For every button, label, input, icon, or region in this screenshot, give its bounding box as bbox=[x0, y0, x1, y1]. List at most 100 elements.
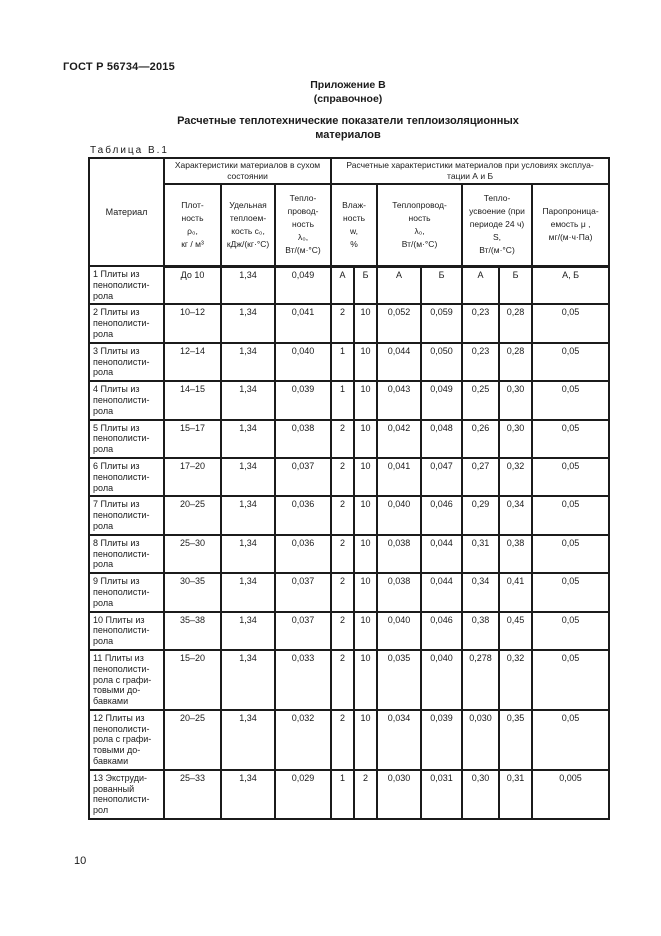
table-row: 12 Плиты из пенополисти-рола с графи-тов… bbox=[88, 708, 611, 771]
value-cell: 0,31 bbox=[498, 768, 534, 821]
value-cell: 10 bbox=[353, 380, 379, 421]
value-cell: 0,23 bbox=[461, 341, 501, 383]
value-cell: 0,046 bbox=[420, 495, 464, 536]
value-cell: 1 bbox=[330, 341, 356, 383]
value-cell: 0,037 bbox=[273, 572, 333, 613]
value-cell: 0,05 bbox=[531, 495, 611, 536]
value-cell: 1,34 bbox=[220, 418, 276, 459]
material-cell: 11 Плиты из пенополисти-рола с графи-тов… bbox=[88, 648, 165, 711]
value-cell: 0,034 bbox=[376, 708, 423, 771]
value-cell: 0,050 bbox=[420, 341, 464, 383]
value-cell: 0,34 bbox=[498, 495, 534, 536]
value-cell: 1,34 bbox=[220, 303, 276, 344]
material-cell: 13 Экструди-рованный пенополисти-рол bbox=[88, 768, 165, 821]
value-cell: 1,34 bbox=[220, 610, 276, 651]
value-cell: 10 bbox=[353, 418, 379, 459]
value-cell: Б bbox=[420, 264, 464, 306]
value-cell: 0,042 bbox=[376, 418, 423, 459]
value-cell: 0,25 bbox=[461, 380, 501, 421]
value-cell: 0,040 bbox=[376, 495, 423, 536]
value-cell: 0,38 bbox=[461, 610, 501, 651]
group-header-conditions-ab: Расчетные характеристики материалов при … bbox=[330, 157, 611, 185]
value-cell: 0,039 bbox=[273, 380, 333, 421]
group-header-dry: Характеристики материалов в сухом состоя… bbox=[162, 157, 333, 185]
page-number: 10 bbox=[74, 855, 87, 867]
material-cell: 8 Плиты из пенополисти-рола bbox=[88, 533, 165, 575]
value-cell: 25–33 bbox=[163, 768, 222, 821]
value-cell: 0,029 bbox=[273, 768, 333, 821]
col-header-vapor-permeability: Паропроница- емость μ , мг/(м·ч·Па) bbox=[531, 183, 611, 268]
value-cell: 0,043 bbox=[376, 380, 423, 421]
value-cell: 2 bbox=[330, 708, 356, 771]
value-cell: 1,34 bbox=[220, 264, 276, 306]
table-row: 1 Плиты из пенополисти-рола До 10 1,34 0,04… bbox=[88, 264, 611, 306]
value-cell: 15–20 bbox=[163, 648, 222, 711]
group-header-row: Материал Характеристики материалов в сух… bbox=[88, 157, 611, 267]
value-cell: 2 bbox=[330, 533, 356, 575]
table-caption: Таблица В.1 bbox=[90, 145, 169, 156]
value-cell: 0,35 bbox=[498, 708, 534, 771]
table-row: 2 Плиты из пенополисти-рола 10–12 1,34 0,04… bbox=[88, 303, 611, 344]
materials-table: Материал Характеристики материалов в сух… bbox=[88, 157, 611, 821]
value-cell: 0,044 bbox=[420, 533, 464, 575]
value-cell: 10 bbox=[353, 341, 379, 383]
value-cell: 0,29 bbox=[461, 495, 501, 536]
table-row: 11 Плиты из пенополисти-рола с графи-тов… bbox=[88, 648, 611, 711]
value-cell: 25–30 bbox=[163, 533, 222, 575]
value-cell: 2 bbox=[330, 456, 356, 498]
value-cell: 0,030 bbox=[376, 768, 423, 821]
value-cell: 0,038 bbox=[273, 418, 333, 459]
value-cell: 0,032 bbox=[273, 708, 333, 771]
column-header-row: Плот- ность ρ₀, кг / м³ Удельная теплоем… bbox=[89, 183, 611, 268]
value-cell: 1,34 bbox=[220, 495, 276, 536]
col-header-density: Плот- ность ρ₀, кг / м³ bbox=[163, 183, 222, 268]
value-cell: 0,047 bbox=[420, 456, 464, 498]
col-header-heat-assimilation: Тепло- усвоение (при периоде 24 ч) S, Вт… bbox=[461, 183, 534, 268]
value-cell: 0,05 bbox=[531, 533, 611, 575]
value-cell: 17–20 bbox=[163, 456, 222, 498]
col-header-conductivity-ab: Теплопровод- ность λ₀, Вт/(м·°С) bbox=[376, 183, 464, 268]
value-cell: 0,041 bbox=[273, 303, 333, 344]
value-cell: 10 bbox=[353, 456, 379, 498]
material-cell: 6 Плиты из пенополисти-рола bbox=[88, 456, 165, 498]
value-cell: А bbox=[461, 264, 501, 306]
material-cell: 3 Плиты из пенополисти-рола bbox=[88, 341, 165, 383]
value-cell: 1 bbox=[330, 380, 356, 421]
value-cell: 0,30 bbox=[498, 380, 534, 421]
value-cell: 0,05 bbox=[531, 418, 611, 459]
value-cell: 0,037 bbox=[273, 610, 333, 651]
value-cell: 2 bbox=[330, 303, 356, 344]
doc-code: ГОСТ Р 56734—2015 bbox=[63, 61, 175, 73]
value-cell: 2 bbox=[330, 610, 356, 651]
value-cell: 0,035 bbox=[376, 648, 423, 711]
value-cell: 0,046 bbox=[420, 610, 464, 651]
value-cell: 0,05 bbox=[531, 456, 611, 498]
table-header: Материал Характеристики материалов в сух… bbox=[88, 157, 611, 268]
value-cell: 0,039 bbox=[420, 708, 464, 771]
value-cell: 0,040 bbox=[273, 341, 333, 383]
material-cell: 12 Плиты из пенополисти-рола с графи-тов… bbox=[88, 708, 165, 771]
col-header-humidity: Влаж- ность w, % bbox=[330, 183, 379, 268]
value-cell: 0,05 bbox=[531, 341, 611, 383]
value-cell: 0,27 bbox=[461, 456, 501, 498]
value-cell: 10 bbox=[353, 708, 379, 771]
value-cell: 0,30 bbox=[498, 418, 534, 459]
value-cell: 0,052 bbox=[376, 303, 423, 344]
value-cell: 10 bbox=[353, 572, 379, 613]
value-cell: 0,044 bbox=[420, 572, 464, 613]
table-body: 1 Плиты из пенополисти-рола До 10 1,34 0,04… bbox=[88, 264, 611, 821]
page-title: Расчетные теплотехнические показатели те… bbox=[88, 114, 608, 142]
table-row: 10 Плиты из пенополисти-рола 35–38 1,34 0,0… bbox=[88, 610, 611, 651]
value-cell: 1,34 bbox=[220, 380, 276, 421]
value-cell: 0,049 bbox=[420, 380, 464, 421]
value-cell: 2 bbox=[330, 572, 356, 613]
material-cell: 1 Плиты из пенополисти-рола bbox=[88, 264, 165, 306]
appendix-heading: Приложение В (справочное) bbox=[88, 78, 608, 106]
value-cell: 10 bbox=[353, 648, 379, 711]
value-cell: 20–25 bbox=[163, 495, 222, 536]
value-cell: 2 bbox=[330, 648, 356, 711]
value-cell: 35–38 bbox=[163, 610, 222, 651]
table-row: 4 Плиты из пенополисти-рола 14–15 1,34 0,03… bbox=[88, 380, 611, 421]
appendix-line1: Приложение В bbox=[310, 79, 386, 91]
value-cell: 10 bbox=[353, 303, 379, 344]
